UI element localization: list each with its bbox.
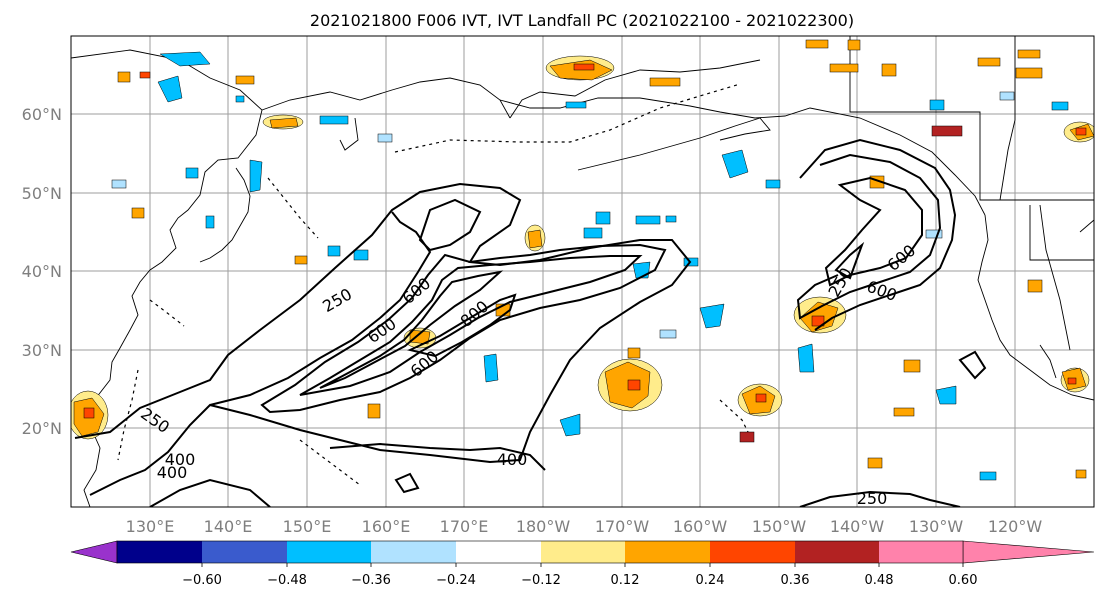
lon-label: 150°E	[283, 517, 332, 536]
colorbar-tick: −0.60	[182, 573, 222, 588]
colorbar-segment	[541, 541, 625, 563]
contour-label: 400	[165, 450, 196, 469]
lat-label: 50°N	[22, 184, 62, 203]
lat-label: 30°N	[22, 341, 62, 360]
colorbar-tick: 0.24	[696, 573, 725, 588]
colorbar-extend-min	[70, 540, 118, 564]
lon-label: 130°W	[909, 517, 964, 536]
colorbar-segment	[371, 541, 456, 563]
map-panel: 250 600 600 600 800 400 400 250 400 600 …	[70, 35, 1095, 508]
colorbar-segment	[710, 541, 795, 563]
colorbar-tick: −0.36	[351, 573, 391, 588]
lon-label: 180°W	[516, 517, 571, 536]
colorbar-segment	[625, 541, 710, 563]
contour-label: 250	[857, 489, 888, 508]
lat-lon-gridlines	[71, 36, 1094, 507]
longitude-labels: 130°E 140°E 150°E 160°E 170°E 180°W 170°…	[126, 517, 1043, 536]
colorbar-tick: −0.12	[521, 573, 561, 588]
colorbar-tick: −0.24	[436, 573, 476, 588]
colorbar-tick: −0.48	[267, 573, 307, 588]
latitude-labels: 60°N 50°N 40°N 30°N 20°N	[22, 105, 62, 438]
lat-label: 40°N	[22, 262, 62, 281]
map-frame	[70, 35, 1095, 508]
colorbar-outline	[116, 540, 964, 564]
colorbar-extend-max	[962, 540, 1095, 564]
colorbar-segment	[795, 541, 879, 563]
lon-label: 140°W	[830, 517, 885, 536]
colorbar-segment	[117, 541, 202, 563]
lat-label: 60°N	[22, 105, 62, 124]
ivt-contours	[74, 138, 987, 507]
lon-label: 130°E	[126, 517, 175, 536]
colorbar-segment	[879, 541, 963, 563]
pc-shading	[71, 39, 1094, 481]
contour-label: 400	[497, 450, 528, 469]
colorbar-segment	[202, 541, 287, 563]
lat-label: 20°N	[22, 419, 62, 438]
colorbar-tick: 0.60	[949, 573, 978, 588]
figure-title: 2021021800 F006 IVT, IVT Landfall PC (20…	[310, 11, 854, 30]
colorbar-tick: 0.12	[611, 573, 640, 588]
colorbar-tick: 0.48	[865, 573, 894, 588]
lon-label: 170°W	[595, 517, 650, 536]
lon-label: 120°W	[988, 517, 1043, 536]
colorbar-tick: 0.36	[781, 573, 810, 588]
lon-label: 140°E	[204, 517, 253, 536]
lon-label: 170°E	[440, 517, 489, 536]
colorbar-segment	[287, 541, 371, 563]
lon-label: 150°W	[752, 517, 807, 536]
colorbar: −0.60 −0.48 −0.36 −0.24 −0.12 0.12 0.24 …	[70, 540, 1095, 588]
colorbar-segment	[456, 541, 541, 563]
lon-label: 160°W	[673, 517, 728, 536]
lon-label: 160°E	[362, 517, 411, 536]
contour-label: 400	[157, 463, 188, 482]
